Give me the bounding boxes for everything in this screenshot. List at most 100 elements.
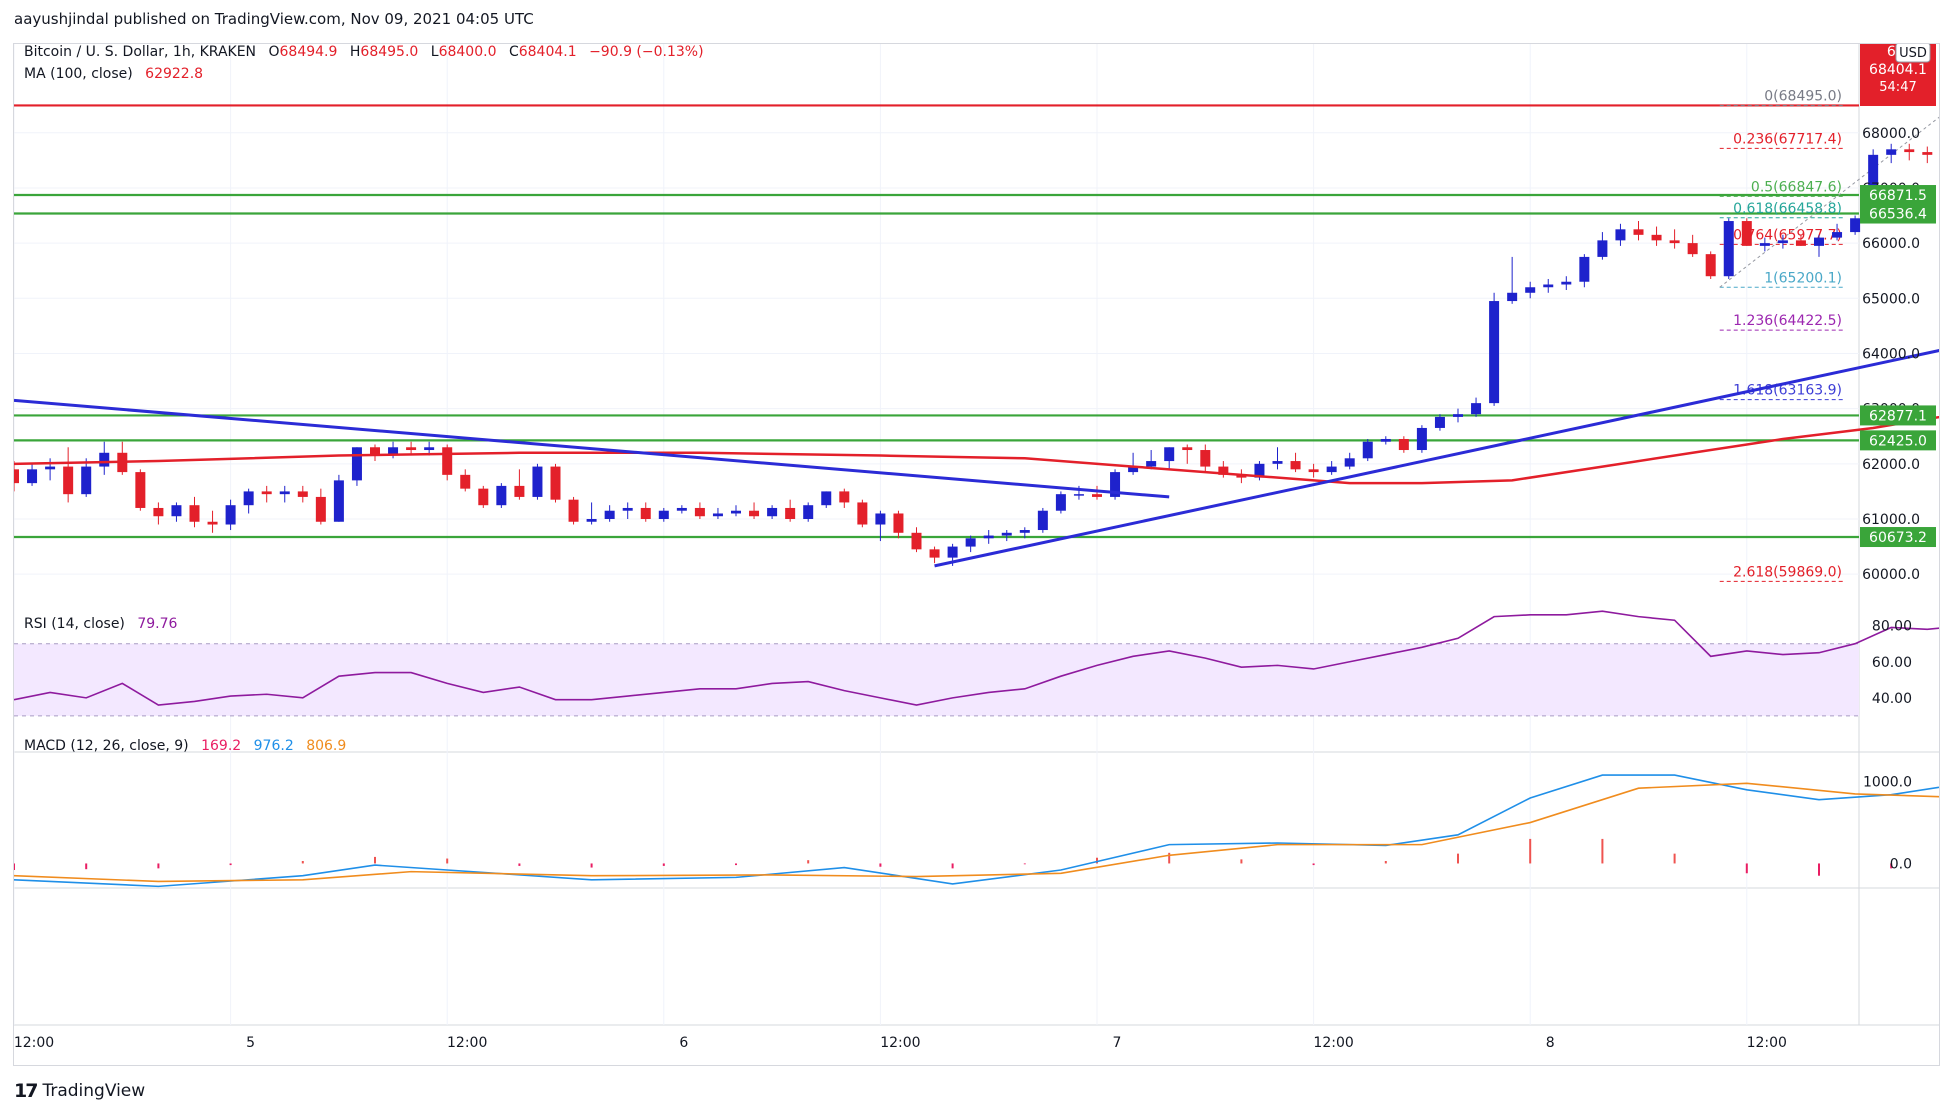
candle-body xyxy=(1453,414,1463,417)
price-tag-bg xyxy=(1860,527,1936,548)
fib-level-label: 1.236(64422.5) xyxy=(1733,313,1842,329)
candle-body xyxy=(1055,494,1066,511)
candle-body xyxy=(1326,466,1337,473)
price-tag-label: 60673.2 xyxy=(1869,530,1927,546)
svg-text:Bitcoin / U. S. Dollar, 1h, KR: Bitcoin / U. S. Dollar, 1h, KRAKEN O6849… xyxy=(24,44,704,60)
ma-legend-label[interactable]: MA (100, close) xyxy=(24,66,133,82)
macd-histogram xyxy=(13,838,1893,876)
ohlc-change: −90.9 (−0.13%) xyxy=(589,44,703,60)
macd-histogram-bar xyxy=(301,861,304,864)
candle-body xyxy=(1615,229,1626,241)
candle-body xyxy=(1218,466,1229,475)
candle-body xyxy=(1254,463,1265,478)
candle-body xyxy=(550,466,561,500)
candle-body xyxy=(297,491,308,497)
fib-level-label: 2.618(59869.0) xyxy=(1733,564,1842,580)
candle-body xyxy=(1561,281,1572,285)
candle-body xyxy=(135,472,146,508)
macd-histogram-bar xyxy=(1096,857,1098,864)
macd-histogram-bar xyxy=(590,863,593,868)
macd-legend: MACD (12, 26, close, 9) 169.2 976.2 806.… xyxy=(24,738,346,754)
candle-body xyxy=(1092,494,1102,497)
macd-histogram-bar xyxy=(1818,863,1820,876)
candle-body xyxy=(821,491,832,506)
fib-anchor-diagonal xyxy=(1719,108,1950,288)
candle-body xyxy=(171,505,182,517)
candle-body xyxy=(1814,237,1824,246)
rsi-legend-label[interactable]: RSI (14, close) xyxy=(24,616,125,632)
candle-body xyxy=(965,538,976,547)
candle-body xyxy=(1687,243,1698,255)
candle-body xyxy=(1489,301,1500,404)
price-tick-label: 64000.0 xyxy=(1862,346,1920,362)
candle-body xyxy=(1723,221,1734,277)
macd-histogram-bar xyxy=(1384,861,1387,864)
macd-histogram-bar xyxy=(807,860,810,864)
ohlc-low: 68400.0 xyxy=(439,44,497,60)
candle-body xyxy=(983,535,994,539)
candle-body xyxy=(785,507,796,519)
currency-label: USD xyxy=(1899,46,1927,61)
signal-line xyxy=(13,782,1950,883)
candle-body xyxy=(1001,532,1012,536)
ma-100-line xyxy=(13,414,1950,485)
price-tag-label: 62425.0 xyxy=(1869,433,1927,449)
horizontal-levels xyxy=(14,104,1859,539)
rsi-tick-label: 80.00 xyxy=(1872,619,1912,635)
macd-histogram-bar xyxy=(1890,863,1893,869)
candle-body xyxy=(1290,461,1301,470)
candle-body xyxy=(1398,438,1409,451)
candle-body xyxy=(1416,427,1427,451)
candle-body xyxy=(9,469,19,484)
candle-body xyxy=(333,480,344,522)
candle-body xyxy=(1182,447,1193,451)
candle-body xyxy=(351,447,362,481)
macd-histogram-bar xyxy=(1673,853,1676,864)
candle-body xyxy=(1019,530,1030,533)
candle-body xyxy=(712,513,723,517)
tradingview-logo[interactable]: 17 TradingView xyxy=(14,1080,145,1102)
candle-body xyxy=(1073,494,1084,496)
trendline-descending xyxy=(13,398,1170,499)
macd-histogram-bar xyxy=(1168,852,1171,864)
candle-body xyxy=(929,549,940,558)
chart-canvas[interactable]: 0(68495.0) 0.236(67717.4) 0.5(66847.6) 0.61… xyxy=(9,42,1950,1065)
candle-body xyxy=(1669,240,1680,244)
last-price-value: 68404.1 xyxy=(1869,62,1927,78)
candle-body xyxy=(1110,472,1121,497)
macd-histogram-bar xyxy=(1529,838,1532,864)
publish-credit: aayushjindal published on TradingView.co… xyxy=(14,10,534,28)
fib-level-label: 0.236(67717.4) xyxy=(1733,131,1842,147)
candle-body xyxy=(1308,469,1319,473)
price-tag-bg xyxy=(1860,185,1936,206)
candle-body xyxy=(1633,229,1644,235)
candle-body xyxy=(1922,152,1933,155)
candle-body xyxy=(1434,416,1445,428)
macd-axis[interactable]: 1000.0 0.0 xyxy=(1863,775,1912,873)
time-tick-label: 12:00 xyxy=(447,1035,487,1051)
candle-body xyxy=(1128,466,1139,473)
price-legend: Bitcoin / U. S. Dollar, 1h, KRAKEN O6849… xyxy=(24,44,704,82)
macd-histogram-bar xyxy=(157,863,160,869)
candle-body xyxy=(1832,232,1843,238)
fib-retracement[interactable]: 0(68495.0) 0.236(67717.4) 0.5(66847.6) 0.61… xyxy=(1719,88,1950,582)
candle-body xyxy=(1579,256,1590,282)
trendlines[interactable] xyxy=(13,287,1950,568)
price-tick-label: 65000.0 xyxy=(1862,291,1920,307)
candle-body xyxy=(261,491,272,495)
macd-histogram-bar xyxy=(229,863,232,866)
symbol-title[interactable]: Bitcoin / U. S. Dollar, 1h, KRAKEN xyxy=(24,44,256,60)
fib-level-label: 0.618(66458.8) xyxy=(1733,201,1842,217)
macd-tick-label: 1000.0 xyxy=(1863,775,1912,791)
candle-body xyxy=(243,491,254,506)
rsi-axis[interactable]: 80.00 60.00 40.00 xyxy=(1872,619,1912,707)
fib-level-label: 0.5(66847.6) xyxy=(1751,179,1842,195)
candle-body xyxy=(1886,149,1897,155)
price-tag-bg xyxy=(1860,203,1936,224)
candle-body xyxy=(1543,284,1554,288)
time-tick-label: 12:00 xyxy=(880,1035,920,1051)
time-axis[interactable]: 12:00512:00612:00712:00812:00912:001012:… xyxy=(14,1035,1939,1051)
chart-frame[interactable]: 0(68495.0) 0.236(67717.4) 0.5(66847.6) 0.61… xyxy=(9,42,1950,1066)
macd-legend-label[interactable]: MACD (12, 26, close, 9) xyxy=(24,738,189,754)
candle-body xyxy=(1164,447,1175,462)
